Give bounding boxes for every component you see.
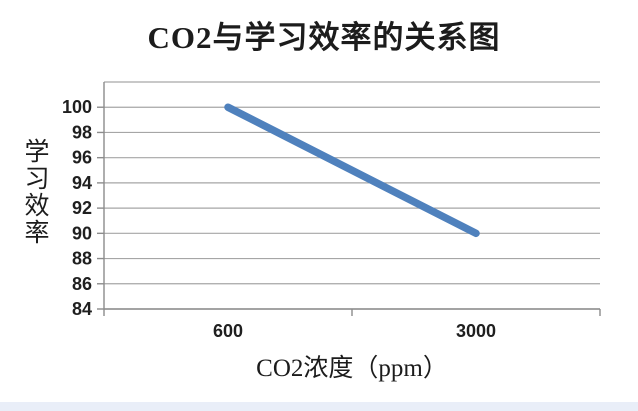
chart-title: CO2与学习效率的关系图 [147, 20, 501, 55]
y-axis-title: 学习效率 [21, 138, 48, 246]
x-tick-label: 3000 [456, 321, 496, 341]
series-line [224, 103, 480, 238]
y-tick-label: 88 [72, 249, 92, 269]
y-tick-label: 98 [72, 122, 92, 142]
y-tick-label: 94 [72, 173, 92, 193]
y-tick-label: 92 [72, 198, 92, 218]
footer-strip [0, 402, 638, 411]
x-axis-title: CO2浓度（ppm） [256, 355, 448, 382]
y-tick-label: 90 [72, 223, 92, 243]
x-tick-label: 600 [213, 321, 243, 341]
y-tick-label: 100 [62, 97, 92, 117]
y-tick-label: 84 [72, 299, 92, 319]
y-tick-label: 96 [72, 148, 92, 168]
y-tick-label: 86 [72, 274, 92, 294]
